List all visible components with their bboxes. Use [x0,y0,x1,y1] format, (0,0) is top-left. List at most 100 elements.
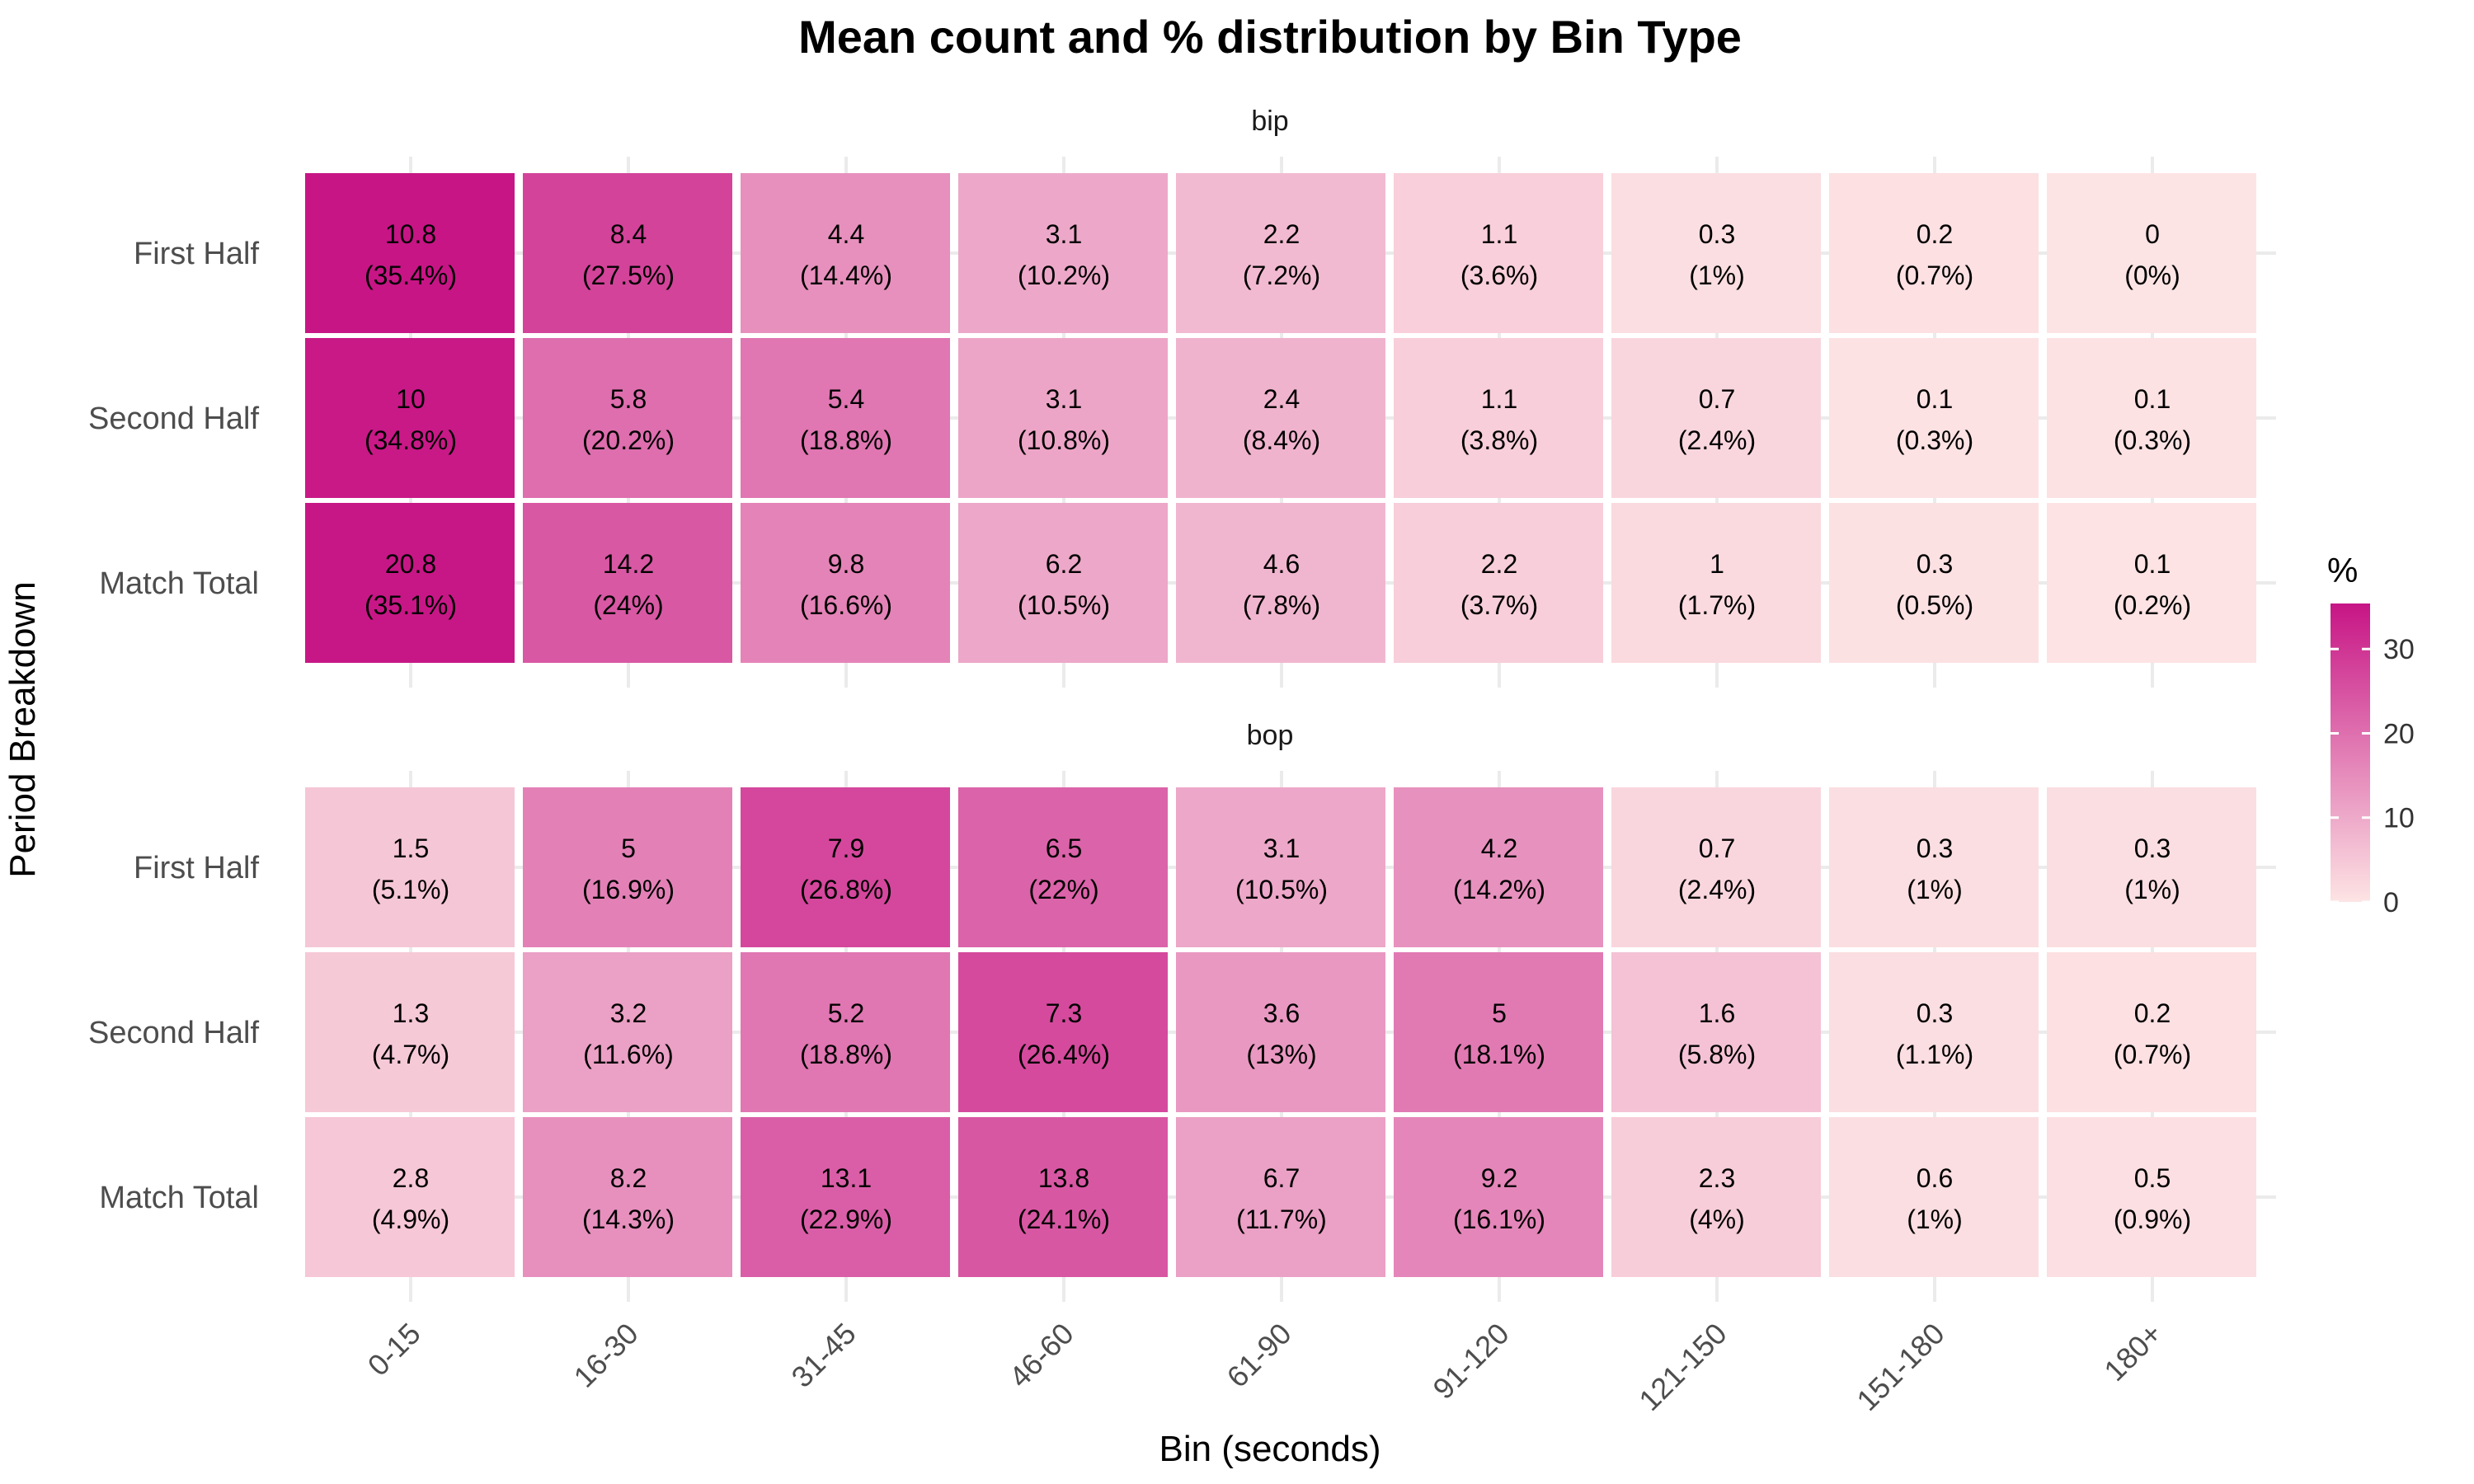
cell-percent-label: (22%) [1028,875,1098,904]
x-tick-label: 151-180 [1850,1317,1950,1417]
heatmap-cell [523,1117,732,1277]
cell-count-label: 7.3 [1046,998,1082,1028]
cell-percent-label: (0%) [2124,261,2180,290]
cell-percent-label: (5.8%) [1678,1040,1756,1069]
x-axis-label: Bin (seconds) [1159,1429,1380,1469]
cell-percent-label: (0.2%) [2114,590,2191,620]
legend-ticks: 0 10 20 30 [2331,634,2415,918]
cell-count-label: 8.4 [610,219,647,249]
cell-count-label: 2.4 [1263,384,1300,414]
cell-count-label: 2.3 [1699,1163,1735,1193]
cell-count-label: 0.7 [1699,384,1735,414]
legend-tick-label: 0 [2383,887,2399,918]
cell-percent-label: (14.2%) [1453,875,1545,904]
color-legend: % 0 10 20 30 [2327,551,2415,918]
cell-percent-label: (14.3%) [582,1205,675,1234]
cell-count-label: 0.3 [1699,219,1735,249]
heatmap-cell [523,787,732,947]
cell-count-label: 0 [2145,219,2160,249]
cell-count-label: 13.1 [821,1163,872,1193]
heatmap-cell [523,338,732,498]
cell-count-label: 3.1 [1046,384,1082,414]
heatmap-cell [1394,952,1603,1112]
cell-percent-label: (4.7%) [372,1040,449,1069]
cell-count-label: 5 [1492,998,1507,1028]
cell-count-label: 6.5 [1046,834,1082,863]
cell-count-label: 14.2 [603,549,654,579]
cell-count-label: 0.3 [2134,834,2171,863]
cell-percent-label: (3.6%) [1460,261,1538,290]
cell-count-label: 0.7 [1699,834,1735,863]
heatmap-cell [1176,787,1385,947]
heatmap-cell [1829,338,2039,498]
legend-tick-label: 30 [2383,634,2415,665]
cell-count-label: 3.6 [1263,998,1300,1028]
cell-count-label: 1 [1710,549,1724,579]
cell-count-label: 1.5 [393,834,429,863]
cell-percent-label: (8.4%) [1243,425,1320,455]
cell-percent-label: (16.9%) [582,875,675,904]
y-tick-label: First Half [134,851,259,885]
heatmap-cell [1611,503,1821,663]
cell-percent-label: (1%) [1907,1205,1963,1234]
cell-count-label: 0.2 [2134,998,2171,1028]
legend-colorbar [2331,603,2370,902]
cell-percent-label: (1%) [2124,875,2180,904]
cell-count-label: 3.2 [610,998,647,1028]
cell-percent-label: (0.3%) [2114,425,2191,455]
cell-count-label: 6.2 [1046,549,1082,579]
heatmap-cell [958,952,1168,1112]
heatmap-cell [305,1117,515,1277]
cell-percent-label: (26.8%) [800,875,892,904]
cell-count-label: 0.5 [2134,1163,2171,1193]
y-axis-label: Period Breakdown [2,581,43,878]
cell-percent-label: (14.4%) [800,261,892,290]
cell-percent-label: (35.4%) [365,261,457,290]
heatmap-cell [305,787,515,947]
heatmap-cell [741,1117,950,1277]
cell-count-label: 0.1 [2134,384,2171,414]
legend-tick-label: 20 [2383,718,2415,749]
heatmap-cell [1176,503,1385,663]
legend-title: % [2327,551,2358,589]
heatmap-cell [958,338,1168,498]
cell-count-label: 4.4 [828,219,864,249]
heatmap-cell [958,503,1168,663]
x-tick-label: 180+ [2097,1317,2168,1388]
cell-percent-label: (26.4%) [1018,1040,1110,1069]
facet-label-bop: bop [1247,720,1294,751]
cell-count-label: 0.3 [1917,998,1953,1028]
heatmap-cell [741,503,950,663]
cell-percent-label: (1%) [1689,261,1745,290]
heatmap-cell [523,173,732,333]
cell-percent-label: (10.8%) [1018,425,1110,455]
cell-percent-label: (1.1%) [1896,1040,1973,1069]
heatmap-cell [305,503,515,663]
cell-count-label: 1.3 [393,998,429,1028]
heatmap-cell [741,338,950,498]
heatmap-cell [741,952,950,1112]
cell-percent-label: (34.8%) [365,425,457,455]
heatmap-cell [523,503,732,663]
heatmap-cell [305,952,515,1112]
cell-percent-label: (13%) [1246,1040,1316,1069]
cell-percent-label: (0.9%) [2114,1205,2191,1234]
cell-count-label: 9.8 [828,549,864,579]
heatmap-cell [741,173,950,333]
cell-percent-label: (4.9%) [372,1205,449,1234]
heatmap-cell [1176,173,1385,333]
heatmap-cell [1394,1117,1603,1277]
heatmap-cell [958,173,1168,333]
heatmap-cell [1394,787,1603,947]
cell-count-label: 5.4 [828,384,864,414]
cell-percent-label: (2.4%) [1678,875,1756,904]
cell-count-label: 0.1 [1917,384,1953,414]
cell-percent-label: (10.5%) [1018,590,1110,620]
x-tick-label: 0-15 [361,1317,427,1383]
cell-percent-label: (0.7%) [2114,1040,2191,1069]
cell-percent-label: (7.8%) [1243,590,1320,620]
cell-count-label: 1.6 [1699,998,1735,1028]
y-tick-label: First Half [134,237,259,271]
cell-percent-label: (0.7%) [1896,261,1973,290]
legend-tick-label: 10 [2383,803,2415,834]
